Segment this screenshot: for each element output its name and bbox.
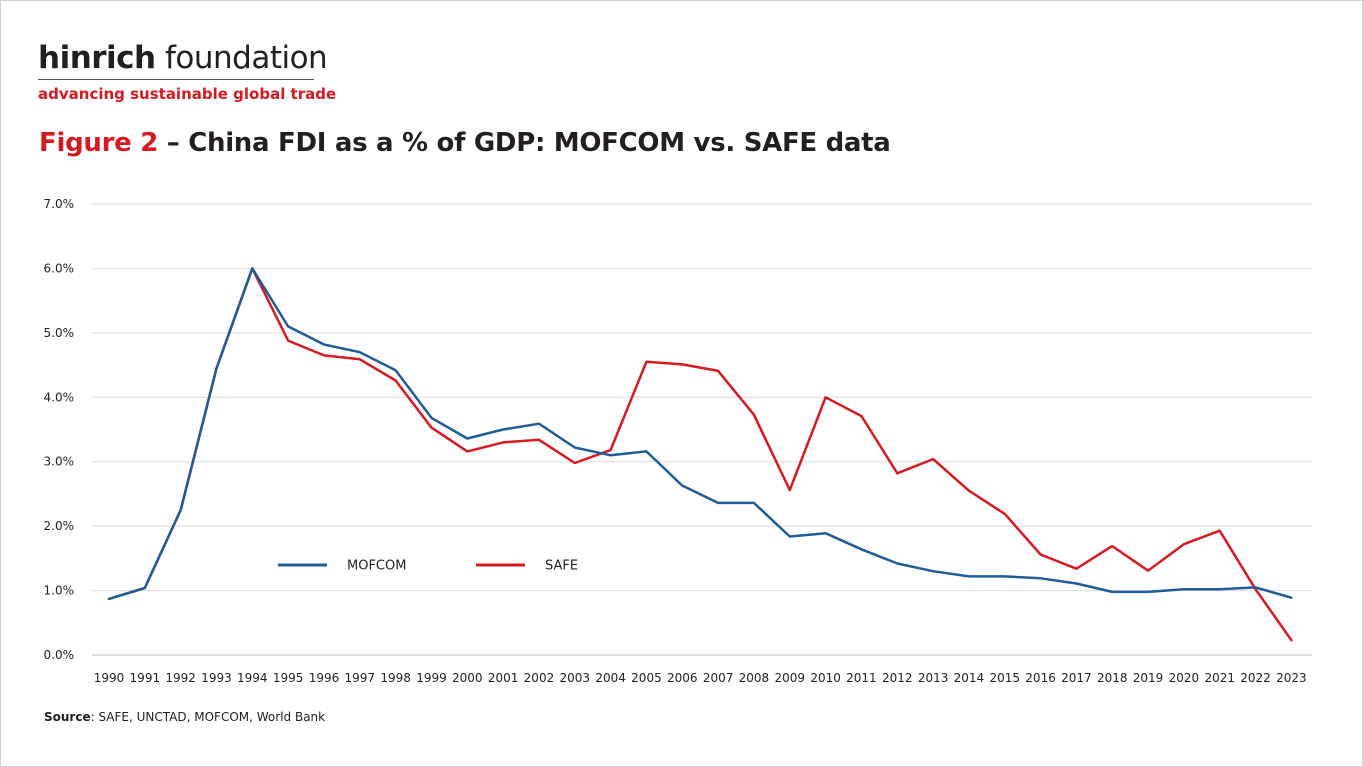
x-tick-label: 1994: [237, 671, 268, 685]
y-axis-ticks: 0.0% 1.0% 2.0% 3.0% 4.0% 5.0% 6.0% 7.0%: [44, 197, 75, 662]
legend-label-mofcom: MOFCOM: [347, 559, 406, 574]
y-tick-label: 1.0%: [44, 584, 75, 598]
x-tick-label: 1990: [94, 671, 125, 685]
x-tick-label: 2014: [954, 671, 985, 685]
x-tick-label: 2001: [488, 671, 519, 685]
figure-title: Figure 2 – China FDI as a % of GDP: MOFC…: [39, 128, 891, 158]
brand-divider: [38, 79, 314, 80]
x-tick-label: 1997: [345, 671, 376, 685]
y-tick-label: 3.0%: [44, 455, 75, 469]
line-chart: 0.0%1.0%2.0%3.0%4.0%5.0%6.0%7.0% 1990 199…: [44, 197, 1312, 685]
x-tick-label: 2009: [774, 671, 805, 685]
x-tick-label: 2000: [452, 671, 483, 685]
y-tick-label: 5.0%: [44, 326, 75, 340]
x-tick-label: 2016: [1025, 671, 1056, 685]
gridlines: [92, 203, 1312, 656]
brand-name-rest: foundation: [155, 40, 328, 76]
legend: MOFCOM SAFE: [278, 559, 578, 574]
y-tick-label: 6.0%: [44, 261, 75, 275]
figure-title-text: – China FDI as a % of GDP: MOFCOM vs. SA…: [158, 128, 891, 158]
brand-tagline: advancing sustainable global trade: [38, 85, 337, 103]
x-tick-label: 2007: [703, 671, 734, 685]
x-tick-label: 2018: [1097, 671, 1128, 685]
figure-number: Figure 2: [39, 128, 158, 158]
x-tick-label: 2002: [524, 671, 555, 685]
x-tick-label: 2021: [1204, 671, 1235, 685]
x-tick-label: 2017: [1061, 671, 1092, 685]
legend-label-safe: SAFE: [545, 559, 578, 574]
x-tick-label: 2019: [1133, 671, 1164, 685]
source-label: Source: [44, 710, 91, 724]
x-tick-label: 1996: [309, 671, 340, 685]
x-tick-label: 1991: [130, 671, 161, 685]
y-tick-label: 2.0%: [44, 519, 75, 533]
x-tick-label: 1992: [165, 671, 196, 685]
brand-name: hinrich foundation: [38, 38, 336, 78]
x-tick-label: 2008: [739, 671, 770, 685]
x-tick-label: 1995: [273, 671, 304, 685]
series-lines: [107, 267, 1293, 642]
y-tick-label: 0.0%: [44, 648, 75, 662]
x-tick-label: 2011: [846, 671, 877, 685]
source-text: : SAFE, UNCTAD, MOFCOM, World Bank: [90, 710, 326, 724]
source-note: Source: SAFE, UNCTAD, MOFCOM, World Bank: [44, 710, 325, 724]
x-tick-label: 2004: [595, 671, 626, 685]
series-line-mofcom: [107, 267, 1293, 601]
series-line-safe: [107, 267, 1293, 642]
x-tick-label: 2012: [882, 671, 913, 685]
x-tick-label: 2015: [989, 671, 1020, 685]
x-tick-label: 2013: [918, 671, 949, 685]
x-tick-label: 2020: [1169, 671, 1200, 685]
brand-logo: hinrich foundation advancing sustainable…: [38, 38, 336, 103]
y-tick-label: 4.0%: [44, 390, 75, 404]
x-tick-label: 2006: [667, 671, 698, 685]
x-tick-label: 2022: [1240, 671, 1271, 685]
y-tick-label: 7.0%: [44, 197, 75, 211]
x-tick-label: 1993: [201, 671, 232, 685]
brand-name-bold: hinrich: [38, 40, 156, 76]
x-axis-ticks: 1990 1991 1992 1993 1994 1995 1996 1997 1998 1999…: [94, 671, 1307, 685]
x-tick-label: 2010: [810, 671, 841, 685]
x-tick-label: 2005: [631, 671, 662, 685]
x-tick-label: 2023: [1276, 671, 1307, 685]
x-tick-label: 1998: [380, 671, 411, 685]
x-tick-label: 2003: [560, 671, 591, 685]
x-tick-label: 1999: [416, 671, 447, 685]
